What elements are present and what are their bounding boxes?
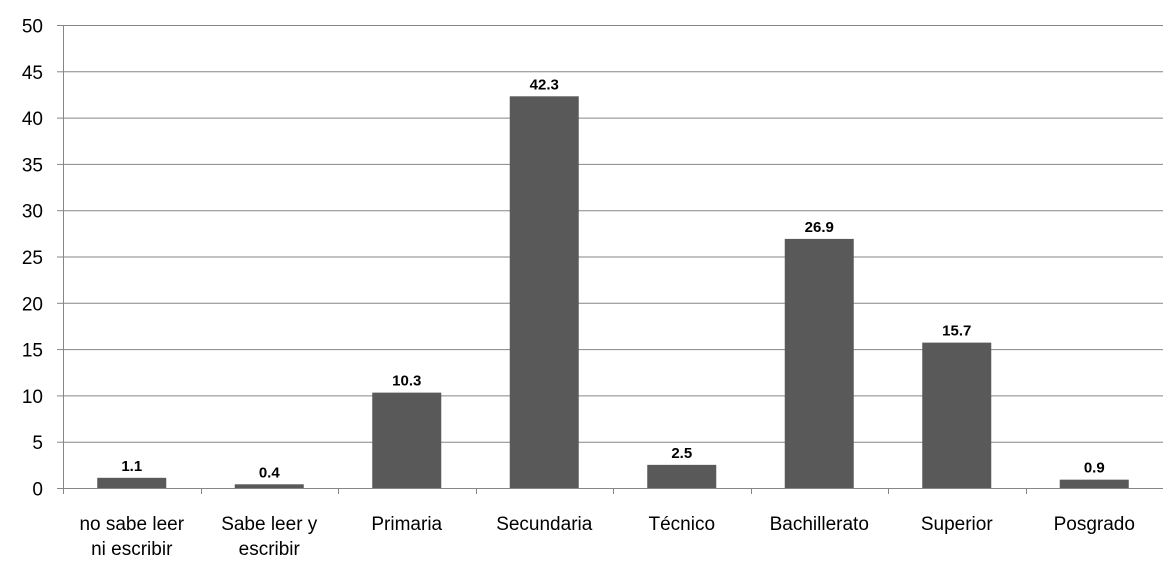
x-tick-label: no sabe leer — [79, 514, 184, 535]
data-label: 1.1 — [121, 458, 142, 475]
data-label: 0.9 — [1084, 460, 1105, 477]
gridlines — [63, 25, 1163, 443]
x-tick-label: ni escribir — [91, 539, 173, 560]
y-tick-label: 0 — [32, 480, 43, 501]
y-tick-label: 25 — [22, 248, 43, 269]
y-tick-label: 30 — [22, 202, 43, 223]
x-tick-label: Primaria — [371, 514, 442, 535]
x-tick-label: Bachillerato — [770, 514, 869, 535]
y-tick-label: 45 — [22, 63, 43, 84]
bar — [372, 392, 442, 488]
axes — [57, 25, 1163, 494]
y-tick-label: 40 — [22, 109, 43, 130]
x-tick-label: escribir — [239, 539, 301, 560]
bar — [509, 96, 579, 488]
y-tick-label: 5 — [32, 433, 43, 454]
y-tick-label: 10 — [22, 387, 43, 408]
bar — [234, 484, 304, 488]
data-label: 0.4 — [259, 464, 281, 481]
x-tick-label: Secundaria — [496, 514, 593, 535]
data-label: 10.3 — [392, 373, 421, 390]
y-tick-label: 15 — [22, 341, 43, 362]
y-tick-label: 20 — [22, 294, 43, 315]
bars — [97, 96, 1129, 488]
data-label: 42.3 — [530, 76, 559, 93]
labels: 0 5 10 15 20 25 30 35 40 45 50 1.1 no sabe leer ni es… — [22, 17, 1135, 561]
data-label: 2.5 — [671, 445, 692, 462]
data-label: 15.7 — [942, 323, 971, 340]
y-tick-label: 50 — [22, 17, 43, 38]
bar — [97, 477, 167, 488]
x-tick-label: Posgrado — [1054, 514, 1135, 535]
x-tick-label: Superior — [921, 514, 993, 535]
x-tick-label: Técnico — [648, 514, 715, 535]
data-label: 26.9 — [805, 219, 834, 236]
bar — [647, 464, 717, 488]
bar — [1059, 479, 1129, 488]
y-tick-label: 35 — [22, 155, 43, 176]
bar — [922, 342, 992, 488]
bar — [784, 238, 854, 488]
x-tick-label: Sabe leer y — [221, 514, 318, 535]
